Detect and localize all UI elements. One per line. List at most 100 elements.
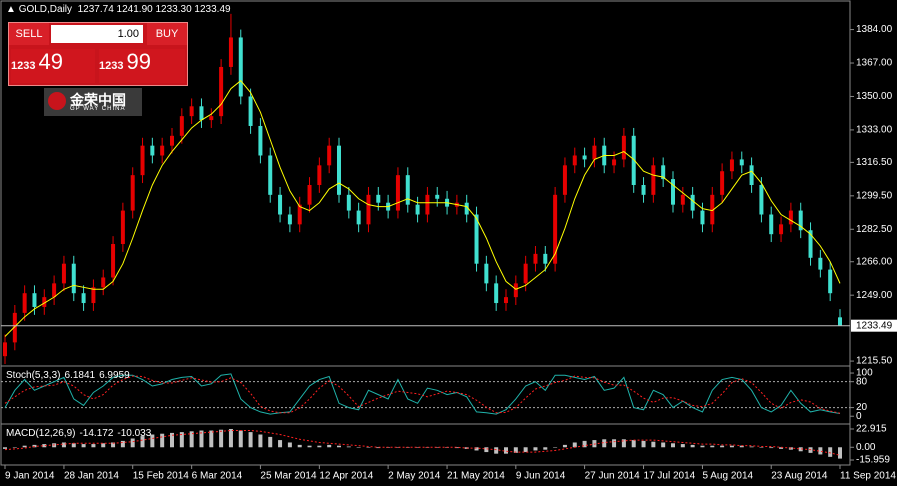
candle-body: [101, 277, 106, 288]
candle-body: [209, 116, 214, 121]
y-tick-label: 1333.00: [856, 125, 893, 136]
macd-bar: [454, 447, 459, 449]
indicator-value: -10.033: [117, 428, 151, 439]
x-tick-label: 27 Jun 2014: [585, 471, 640, 482]
sell-price[interactable]: 1233 49: [11, 49, 95, 83]
candle-body: [798, 210, 803, 231]
candle-body: [317, 165, 322, 185]
macd-bar: [179, 432, 184, 448]
candle-body: [61, 263, 66, 284]
buy-button[interactable]: BUY: [147, 23, 187, 45]
macd-bar: [680, 444, 685, 448]
x-tick-label: 25 Mar 2014: [260, 471, 317, 482]
candle-body: [356, 210, 361, 225]
macd-bar: [101, 443, 106, 448]
macd-bar: [621, 439, 626, 448]
indicator-title: Stoch(5,3,3) 6.1841 6.9959: [6, 370, 130, 381]
current-price-box: [851, 319, 897, 332]
candle-body: [779, 224, 784, 235]
macd-bar: [651, 441, 656, 448]
candle-body: [189, 106, 194, 117]
candle-body: [533, 253, 538, 264]
candle-body: [42, 297, 47, 307]
candle-body: [415, 204, 420, 215]
macd-bar: [287, 442, 292, 448]
candle-body: [504, 297, 508, 304]
candle-body: [366, 194, 371, 225]
ohlc: 1233.30: [155, 4, 192, 15]
macd-bar: [3, 447, 7, 449]
y-tick-label: 100: [856, 368, 873, 379]
candle-body: [160, 145, 165, 156]
macd-bar: [395, 447, 400, 448]
macd-bar: [631, 440, 636, 448]
macd-bar: [170, 432, 174, 448]
macd-bar: [337, 445, 341, 448]
macd-bar: [258, 434, 263, 448]
macd-bar: [838, 447, 842, 459]
candle-body: [405, 175, 410, 205]
candle-body: [150, 145, 155, 156]
ohlc: 1241.90: [116, 4, 153, 15]
logo-name: 金荣中国: [70, 92, 126, 108]
candle-body: [484, 263, 489, 284]
macd-bar: [307, 445, 312, 448]
macd-bar: [346, 446, 351, 448]
candle-body: [287, 214, 292, 225]
macd-bar: [415, 447, 420, 448]
bid-small: 49: [38, 49, 64, 74]
x-tick-label: 17 Jul 2014: [644, 471, 696, 482]
candle-body: [828, 269, 833, 294]
y-tick-label: 1215.50: [856, 356, 893, 367]
sell-button[interactable]: SELL: [9, 23, 49, 45]
macd-bar: [720, 445, 725, 448]
candle-body: [12, 312, 17, 343]
lot-input[interactable]: 1.00: [51, 25, 143, 43]
candle-body: [228, 37, 233, 67]
macd-bar: [543, 447, 548, 450]
candle-body: [3, 342, 7, 357]
macd-bar: [779, 447, 784, 449]
candle-body: [700, 210, 705, 225]
y-tick-label: 22.915: [856, 424, 887, 435]
x-tick-label: 23 Aug 2014: [771, 471, 828, 482]
candle-body: [739, 159, 744, 166]
macd-bar: [749, 446, 754, 448]
x-tick-label: 9 Jan 2014: [5, 471, 55, 482]
indicator-value: 6.9959: [99, 370, 130, 381]
macd-bar: [140, 436, 145, 448]
candle-body: [641, 185, 646, 195]
x-tick-label: 6 Mar 2014: [192, 471, 243, 482]
macd-bar: [376, 447, 381, 449]
macd-bar: [189, 431, 194, 448]
candle-body: [91, 287, 96, 304]
macd-bar: [228, 428, 233, 448]
x-tick-label: 11 Sep 2014: [840, 471, 896, 482]
candle-body: [720, 171, 725, 195]
candle-body: [553, 194, 558, 264]
macd-bar: [435, 447, 440, 448]
y-tick-label: 1266.00: [856, 256, 893, 267]
ask-small: 99: [126, 49, 152, 74]
macd-bar: [504, 447, 508, 454]
candle-body: [494, 283, 499, 304]
symbol: GOLD,Daily: [18, 4, 73, 15]
ask-big: 1233: [99, 60, 124, 72]
macd-bar: [474, 447, 479, 451]
macd-bar: [553, 447, 558, 448]
candle-body: [219, 66, 224, 117]
candle-body: [395, 175, 400, 211]
macd-bar: [327, 444, 332, 448]
candle-body: [838, 317, 842, 326]
candle-body: [199, 106, 204, 121]
macd-bar: [297, 444, 302, 448]
macd-bar: [81, 444, 86, 448]
macd-bar: [818, 447, 823, 455]
macd-bar: [798, 447, 803, 452]
y-tick-label: 1249.00: [856, 290, 893, 301]
macd-bar: [199, 430, 204, 448]
buy-price[interactable]: 1233 99: [99, 49, 185, 83]
candle-body: [543, 253, 548, 264]
macd-bar: [111, 442, 116, 448]
candle-body: [179, 116, 184, 136]
